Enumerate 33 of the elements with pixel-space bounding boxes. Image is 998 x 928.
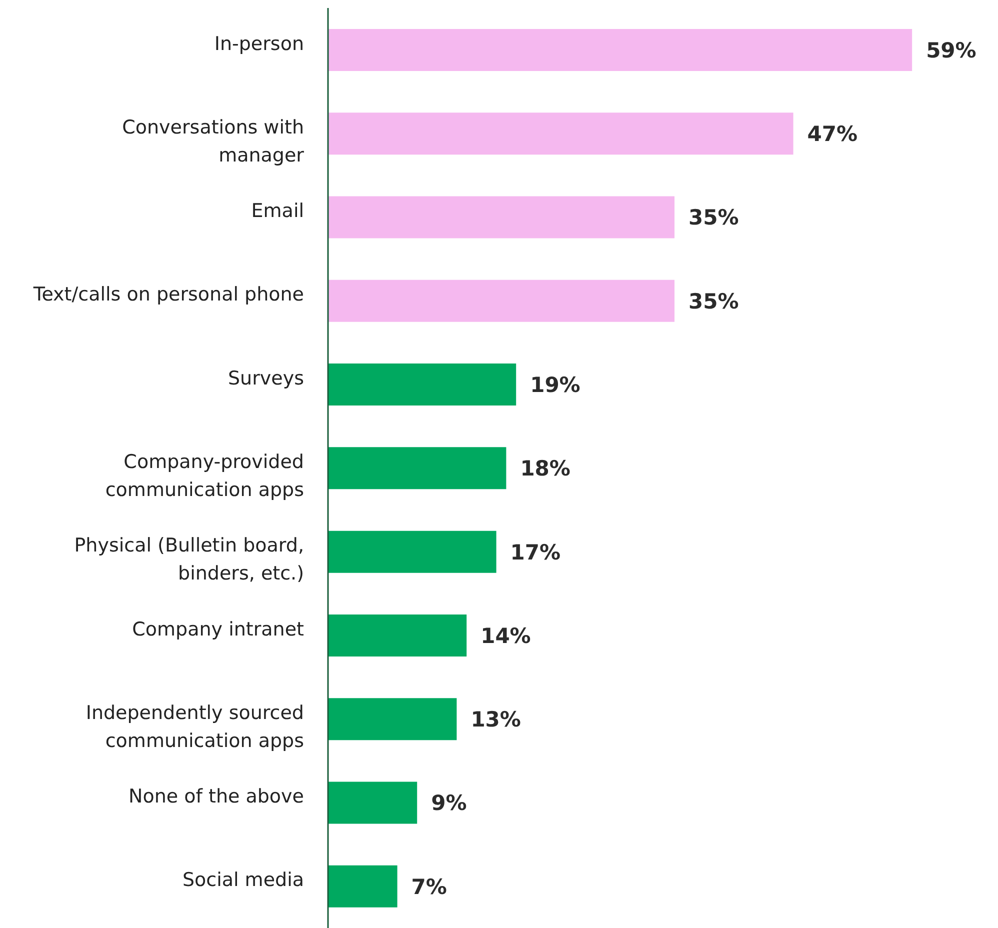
bar [328, 447, 506, 490]
data-label: 47% [807, 122, 858, 146]
y-tick-label: Social media [182, 869, 304, 892]
bar [328, 530, 496, 573]
data-label: 35% [688, 206, 739, 230]
data-label: 13% [470, 708, 521, 732]
data-label: 19% [530, 373, 580, 397]
y-tick-label: Company-provided communication apps [105, 451, 304, 501]
data-label: 18% [520, 456, 570, 481]
y-tick-label: Email [251, 200, 304, 222]
bar [328, 29, 912, 71]
data-label: 9% [431, 791, 467, 816]
data-label: 7% [411, 874, 447, 899]
data-label: 17% [510, 540, 561, 564]
bar [328, 112, 794, 155]
bar [328, 280, 674, 322]
y-tick-label: Text/calls on personal phone [32, 284, 304, 306]
y-tick-label: None of the above [128, 786, 304, 808]
data-label: 35% [688, 289, 739, 314]
bar [328, 698, 457, 740]
data-label: 59% [926, 38, 976, 62]
y-tick-label: In-person [214, 32, 304, 55]
y-tick-label: Conversations with manager [122, 116, 304, 166]
bar [328, 865, 398, 908]
y-tick-label: Independently sourced communication apps [86, 702, 304, 752]
y-tick-label: Surveys [228, 367, 304, 390]
bar [328, 614, 467, 656]
data-label: 14% [480, 624, 531, 648]
bar [328, 782, 418, 824]
y-tick-label: Company intranet [132, 618, 304, 640]
bar [328, 196, 674, 238]
y-tick-label: Physical (Bulletin board, binders, etc.) [74, 534, 304, 585]
bar [328, 364, 516, 406]
